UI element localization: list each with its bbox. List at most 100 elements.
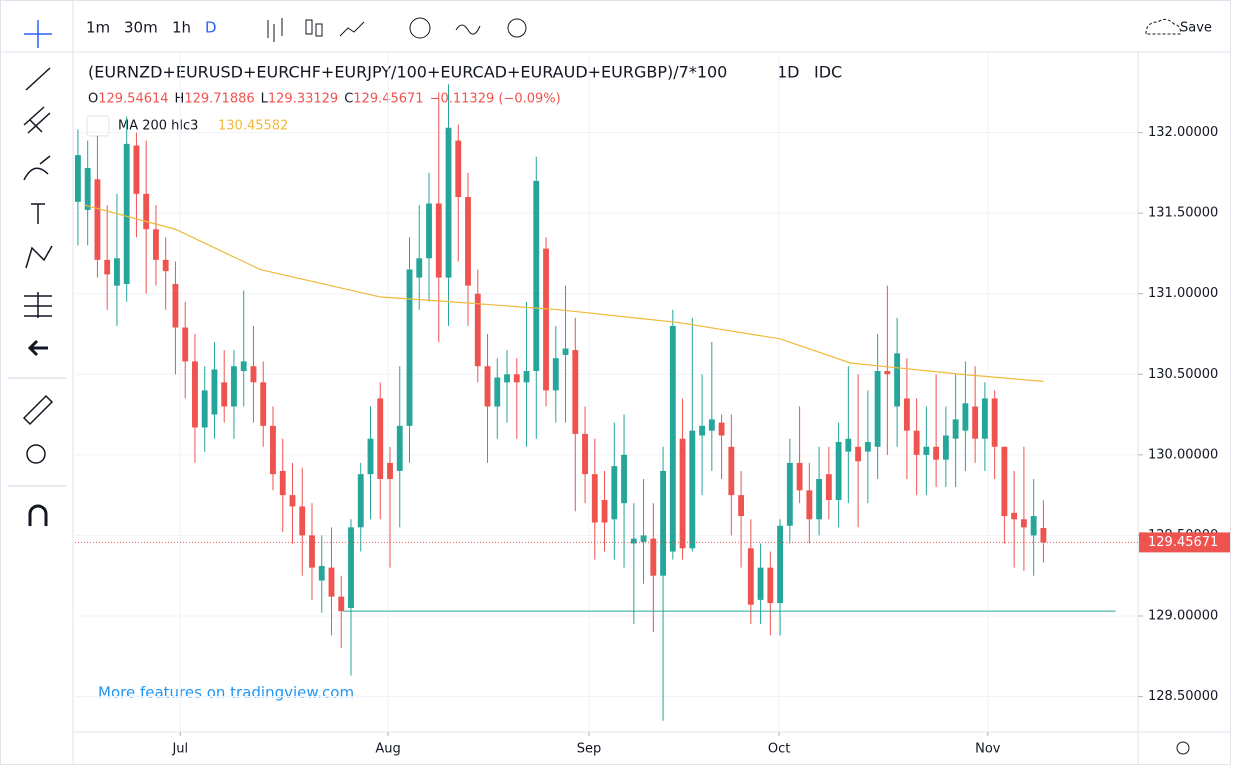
interval-button[interactable]: 1h [172, 19, 191, 37]
candle-body [728, 446, 735, 496]
compare-icon[interactable] [409, 17, 431, 39]
area-icon[interactable] [339, 21, 365, 37]
settings-icon[interactable] [1176, 741, 1190, 755]
candle-body [533, 180, 540, 372]
candle-body [767, 567, 774, 604]
y-tick-label: 130.50000 [1148, 367, 1218, 382]
brush-tool[interactable] [23, 155, 51, 181]
crosshair-tool[interactable] [24, 20, 52, 48]
chart-title: (EURNZD+EURUSD+EURCHF+EURJPY/100+EURCAD+… [88, 63, 727, 82]
candle-body [679, 438, 686, 549]
line-tool[interactable] [25, 67, 51, 91]
candle-body [494, 377, 501, 407]
watermark[interactable]: More features on tradingview.com [98, 684, 354, 702]
candle-body [894, 353, 901, 407]
candle-body [825, 474, 832, 500]
collapse-button[interactable] [86, 115, 110, 137]
candle-body [153, 229, 159, 260]
candle-body [689, 430, 696, 549]
candle-body [816, 479, 823, 520]
candle-body [357, 474, 364, 528]
candle-body [504, 374, 510, 383]
candle-body [562, 348, 569, 355]
candle-body [474, 293, 481, 367]
y-tick-label: 131.00000 [1148, 286, 1218, 301]
interval-button[interactable]: 30m [124, 19, 158, 37]
interval-button[interactable]: 1m [86, 19, 110, 37]
candle-body [621, 454, 627, 504]
candle-body [1040, 527, 1047, 543]
bars-icon[interactable] [267, 18, 283, 42]
ohlc-value: 129.33129 [268, 92, 338, 107]
pattern-tool[interactable] [25, 245, 53, 269]
back-tool[interactable] [27, 339, 48, 357]
candle-body [933, 446, 940, 460]
candle-body [786, 462, 793, 526]
save-button[interactable]: Save [1180, 21, 1212, 36]
candle-body [484, 366, 491, 407]
candle-body [669, 325, 676, 552]
candle-body [660, 470, 666, 576]
candle-body [708, 419, 715, 431]
fib-tool[interactable] [23, 106, 51, 134]
x-tick-label: Sep [577, 742, 602, 757]
candle-body [845, 438, 852, 452]
candle-body [630, 538, 637, 544]
candle-body [513, 374, 520, 383]
text-tool[interactable] [31, 203, 45, 224]
last-price-box [1139, 532, 1230, 553]
candle-body [835, 441, 842, 500]
candle-body [299, 506, 306, 536]
candle-body [201, 390, 208, 428]
alert-icon[interactable] [507, 18, 527, 38]
ohlc-value: 129.71886 [184, 92, 254, 107]
candle-body [416, 258, 423, 278]
candle-body [192, 361, 198, 428]
cloud-icon[interactable] [1145, 18, 1181, 35]
candle-body [601, 499, 608, 523]
left-toolbar [8, 20, 66, 526]
prediction-tool[interactable] [24, 292, 52, 318]
ohlc-label: O [88, 92, 98, 107]
candle-body [114, 258, 120, 286]
candle-body [952, 419, 959, 439]
candle-body [348, 527, 354, 608]
candle-body [806, 490, 813, 520]
y-tick-label: 128.50000 [1148, 689, 1218, 704]
candle-body [552, 358, 559, 391]
candle-body [523, 371, 530, 383]
candle-body [445, 127, 452, 278]
y-tick-label: 130.00000 [1148, 447, 1218, 462]
candle-body [582, 433, 588, 475]
candle-body [211, 369, 218, 415]
candle-body [104, 259, 111, 275]
ohlc-label: L [261, 92, 269, 107]
candles-icon[interactable] [305, 19, 323, 37]
candle-body [864, 441, 871, 452]
indicators-icon[interactable] [455, 24, 481, 35]
zoom-tool[interactable] [26, 444, 46, 464]
candle-body [367, 438, 374, 475]
plot-area [75, 52, 1138, 732]
interval: 1D [777, 63, 800, 82]
candle-body [991, 398, 998, 447]
top-toolbar: Save [267, 17, 1212, 755]
candle-body [543, 248, 549, 391]
interval-button[interactable]: D [205, 19, 217, 37]
ruler-tool[interactable] [22, 394, 54, 426]
candle-body [611, 466, 618, 520]
source: IDC [814, 63, 842, 82]
ma-legend: MA 200 hlc3 [118, 119, 198, 134]
candle-body [747, 548, 754, 605]
candle-body [328, 567, 335, 597]
candle-body [309, 535, 315, 568]
candle-body [338, 596, 345, 612]
x-tick-label: Oct [768, 742, 790, 757]
candle-body [279, 470, 286, 496]
magnet-tool[interactable] [28, 504, 48, 526]
candle-body [406, 269, 413, 426]
candle-body [289, 495, 296, 507]
x-tick-label: Jul [171, 742, 188, 757]
candle-body [981, 398, 988, 439]
